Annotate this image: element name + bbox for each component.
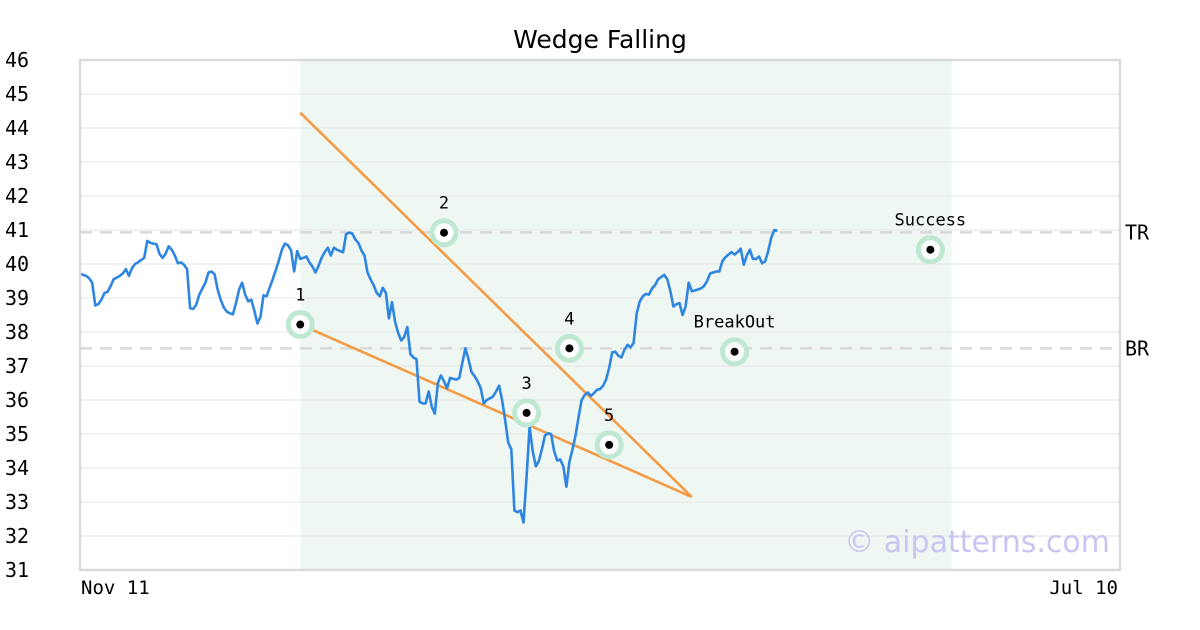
y-tick-label: 44 bbox=[5, 116, 29, 140]
point-marker-1 bbox=[296, 320, 305, 329]
point-label-4: 4 bbox=[564, 309, 574, 329]
point-marker-2 bbox=[440, 228, 448, 237]
y-tick-label: 39 bbox=[5, 286, 29, 310]
chart-title: Wedge Falling bbox=[513, 25, 687, 54]
y-tick-label: 31 bbox=[5, 558, 29, 582]
point-marker-4 bbox=[565, 344, 574, 353]
y-tick-label: 43 bbox=[5, 150, 29, 174]
y-tick-label: 34 bbox=[5, 456, 29, 480]
y-tick-label: 33 bbox=[5, 490, 29, 514]
wedge-line-upper bbox=[299, 111, 693, 498]
y-tick-label: 38 bbox=[5, 320, 29, 344]
x-start-label: Nov 11 bbox=[81, 577, 150, 599]
point-label-1: 1 bbox=[295, 286, 305, 306]
watermark: © aipatterns.com bbox=[844, 525, 1110, 560]
y-tick-label: 32 bbox=[5, 524, 29, 548]
wedge-line-lower bbox=[299, 323, 693, 499]
point-marker-success bbox=[926, 245, 935, 254]
y-tick-label: 40 bbox=[5, 252, 29, 276]
pattern-region bbox=[300, 60, 952, 570]
y-tick-label: 45 bbox=[5, 82, 29, 106]
price-line bbox=[79, 228, 778, 524]
point-label-success: Success bbox=[895, 211, 967, 231]
wedge-lines bbox=[299, 111, 693, 499]
y-tick-label: 36 bbox=[5, 388, 29, 412]
plot-frame bbox=[78, 58, 1122, 572]
point-marker-5 bbox=[605, 440, 614, 449]
y-tick-label: 42 bbox=[5, 184, 29, 208]
point-marker-3 bbox=[522, 408, 531, 417]
point-label-3: 3 bbox=[521, 374, 531, 394]
reference-lines: TR BR bbox=[80, 220, 1150, 360]
reference-label-tr: TR bbox=[1125, 220, 1150, 244]
point-label-2: 2 bbox=[439, 194, 449, 214]
y-tick-label: 35 bbox=[5, 422, 29, 446]
point-marker-breakout bbox=[730, 347, 739, 356]
y-tick-label: 37 bbox=[5, 354, 29, 378]
pattern-points: 1 2 3 4 5 BreakOut Success bbox=[285, 194, 967, 460]
y-tick-label: 46 bbox=[5, 48, 29, 72]
point-label-breakout: BreakOut bbox=[694, 313, 776, 333]
y-tick-label: 41 bbox=[5, 218, 29, 242]
point-label-5: 5 bbox=[604, 406, 614, 426]
y-axis: 31 32 33 34 35 36 37 38 39 40 41 42 43 44 45 46 bbox=[5, 48, 29, 582]
grid bbox=[80, 93, 1120, 537]
x-end-label: Jul 10 bbox=[1049, 577, 1118, 599]
reference-label-br: BR bbox=[1125, 336, 1150, 360]
